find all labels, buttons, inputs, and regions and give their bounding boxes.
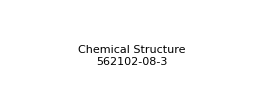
Text: Chemical Structure
562102-08-3: Chemical Structure 562102-08-3 [78, 45, 186, 67]
